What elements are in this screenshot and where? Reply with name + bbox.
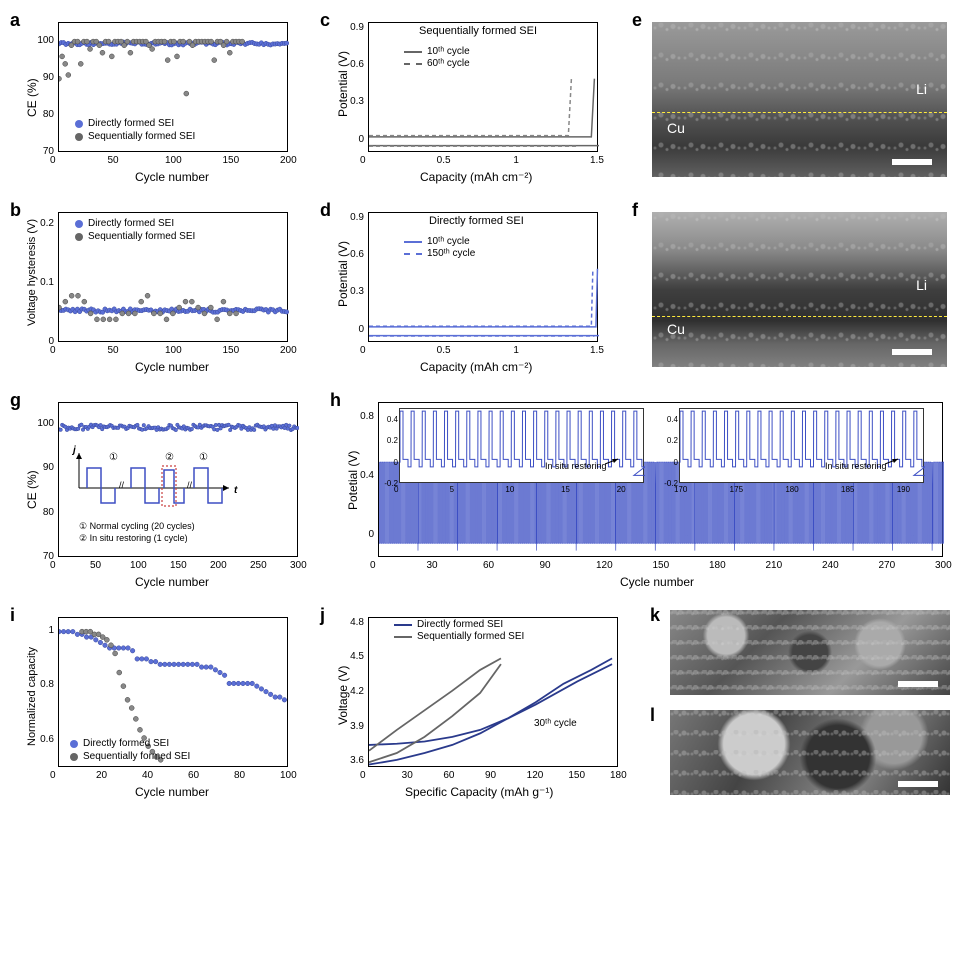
legend-marker-gray-i	[70, 753, 78, 761]
legend-c-2: 60ᵗʰ cycle	[427, 58, 470, 69]
figure-container: a CE (%) Cycle number 050100150200 70809…	[0, 0, 969, 963]
inset-left-h: In situ restoring 05101520 -0.200.20.4	[399, 408, 644, 483]
legend-marker-blue-i	[70, 740, 78, 748]
plot-d: Directly formed SEI 10ᵗʰ cycle 150ᵗʰ cyc…	[368, 212, 598, 342]
sem-texture-f	[652, 212, 947, 367]
panel-d: d Directly formed SEI 10ᵗʰ cycle 150ᵗʰ c…	[320, 200, 610, 375]
sem-k	[670, 610, 950, 695]
legend-i-1: Directly formed SEI	[83, 738, 169, 749]
inset-right-h: In situ restoring 170175180185190 -0.200…	[679, 408, 924, 483]
legend-line-dash-c	[404, 63, 422, 65]
panel-h: h In situ restoring 05101520 -0.200.20.4…	[330, 390, 955, 590]
note-j: 30ᵗʰ cycle	[534, 718, 577, 729]
plot-j: Directly formed SEI Sequentially formed …	[368, 617, 618, 767]
legend-line-blue-j	[394, 624, 412, 626]
legend-d-1: 10ᵗʰ cycle	[427, 236, 470, 247]
sem-cu-e: Cu	[667, 120, 685, 136]
label-h: h	[330, 390, 341, 411]
legend-line-solid-d	[404, 241, 422, 243]
inset-t: t	[234, 485, 237, 496]
label-e: e	[632, 10, 642, 31]
sem-li-e: Li	[916, 81, 927, 97]
ylabel-g: CE (%)	[25, 449, 39, 509]
label-k: k	[650, 605, 660, 626]
sem-dashed-e	[652, 112, 947, 113]
panel-l: l	[650, 705, 955, 800]
sem-e: Li Cu	[652, 22, 947, 177]
panel-e: e Li Cu	[632, 10, 952, 185]
xlabel-b: Cycle number	[135, 360, 209, 374]
legend-marker-blue-b	[75, 220, 83, 228]
scalebar-k	[898, 681, 938, 687]
plot-c: Sequentially formed SEI 10ᵗʰ cycle 60ᵗʰ …	[368, 22, 598, 152]
legend-line-gray-j	[394, 636, 412, 638]
panel-j: j Directly formed SEI Sequentially forme…	[320, 605, 630, 800]
xlabel-g: Cycle number	[135, 575, 209, 589]
label-j: j	[320, 605, 325, 626]
xlabel-i: Cycle number	[135, 785, 209, 799]
label-g: g	[10, 390, 21, 411]
legend-marker-gray-b	[75, 233, 83, 241]
plot-c-svg	[369, 23, 599, 153]
svg-text:②: ②	[165, 452, 174, 463]
svg-text:①: ①	[199, 452, 208, 463]
legend-marker-gray-a	[75, 133, 83, 141]
legend-j-1: Directly formed SEI	[417, 619, 503, 630]
label-i: i	[10, 605, 15, 626]
panel-b: b Voltage hysteresis (V) Cycle number 05…	[10, 200, 300, 375]
scalebar-f	[892, 349, 932, 355]
label-f: f	[632, 200, 638, 221]
inset-text2: ② In situ restoring (1 cycle)	[79, 533, 188, 544]
legend-line-dash-d	[404, 253, 422, 255]
legend-marker-blue-a	[75, 120, 83, 128]
inset-text1: ① Normal cycling (20 cycles)	[79, 521, 195, 532]
title-c: Sequentially formed SEI	[419, 25, 537, 37]
sem-cu-f: Cu	[667, 321, 685, 337]
svg-text:In situ restoring: In situ restoring	[825, 461, 887, 471]
sem-dashed-f	[652, 316, 947, 317]
panel-a: a CE (%) Cycle number 050100150200 70809…	[10, 10, 300, 185]
svg-text://: //	[119, 480, 125, 490]
legend-a-1: Directly formed SEI	[88, 118, 174, 129]
sem-li-f: Li	[916, 277, 927, 293]
xlabel-h: Cycle number	[620, 575, 694, 589]
legend-b-1: Directly formed SEI	[88, 218, 174, 229]
xlabel-a: Cycle number	[135, 170, 209, 184]
sem-texture-e	[652, 22, 947, 177]
bottom-pad	[0, 810, 969, 963]
plot-d-svg	[369, 213, 599, 343]
label-b: b	[10, 200, 21, 221]
panel-g: g // // ① ② ① j t	[10, 390, 310, 590]
svg-text://: //	[187, 480, 193, 490]
panel-k: k	[650, 605, 955, 700]
sem-l	[670, 710, 950, 795]
legend-j-2: Sequentially formed SEI	[417, 631, 524, 642]
label-a: a	[10, 10, 20, 31]
plot-h: In situ restoring 05101520 -0.200.20.4 I…	[378, 402, 943, 557]
xlabel-d: Capacity (mAh cm⁻²)	[420, 360, 532, 374]
plot-g: // // ① ② ① j t ① Normal cycling (20 cyc…	[58, 402, 298, 557]
legend-d-2: 150ᵗʰ cycle	[427, 248, 475, 259]
xlabel-j: Specific Capacity (mAh g⁻¹)	[405, 785, 553, 799]
title-d: Directly formed SEI	[429, 215, 524, 227]
legend-c-1: 10ᵗʰ cycle	[427, 46, 470, 57]
legend-b-2: Sequentially formed SEI	[88, 231, 195, 242]
svg-text:①: ①	[109, 452, 118, 463]
sem-f: Li Cu	[652, 212, 947, 367]
scalebar-e	[892, 159, 932, 165]
label-d: d	[320, 200, 331, 221]
xlabel-c: Capacity (mAh cm⁻²)	[420, 170, 532, 184]
legend-a-2: Sequentially formed SEI	[88, 131, 195, 142]
panel-f: f Li Cu	[632, 200, 952, 375]
label-c: c	[320, 10, 330, 31]
legend-i-2: Sequentially formed SEI	[83, 751, 190, 762]
inset-j: j	[73, 445, 76, 456]
svg-text:In situ restoring: In situ restoring	[545, 461, 607, 471]
panel-c: c Sequentially formed SEI 10ᵗʰ cycle 60ᵗ…	[320, 10, 610, 185]
label-l: l	[650, 705, 655, 726]
scalebar-l	[898, 781, 938, 787]
legend-line-solid-c	[404, 51, 422, 53]
panel-i: i Normalized capacity Cycle number 02040…	[10, 605, 300, 800]
